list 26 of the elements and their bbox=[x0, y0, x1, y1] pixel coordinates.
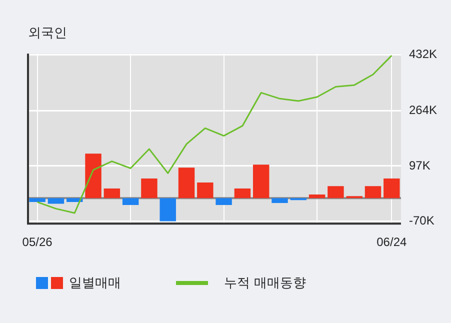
legend-label: 누적 매매동향 bbox=[224, 275, 306, 292]
bar bbox=[384, 178, 400, 198]
bar bbox=[328, 186, 344, 198]
legend-label: 일별매매 bbox=[69, 275, 121, 292]
bar bbox=[122, 198, 139, 206]
bar bbox=[364, 186, 382, 198]
bar bbox=[272, 198, 288, 204]
bar bbox=[308, 194, 326, 198]
bar bbox=[234, 188, 251, 198]
bar bbox=[197, 182, 214, 198]
bar bbox=[104, 188, 120, 198]
y-tick-label: 97K bbox=[408, 158, 430, 172]
bar bbox=[160, 198, 176, 222]
chart-title: 외국인 bbox=[28, 26, 67, 42]
bar bbox=[141, 178, 158, 198]
bar bbox=[216, 198, 232, 206]
bar bbox=[178, 168, 195, 198]
bar bbox=[48, 198, 64, 204]
x-tick-label: 05/26 bbox=[22, 235, 53, 250]
bar bbox=[252, 164, 270, 198]
bar bbox=[85, 154, 102, 198]
y-tick-label: 432K bbox=[408, 47, 438, 62]
y-tick-label: -70K bbox=[408, 214, 434, 228]
y-tick-label: 264K bbox=[408, 102, 438, 117]
bar bbox=[29, 198, 46, 202]
x-tick-label: 06/24 bbox=[376, 235, 407, 250]
